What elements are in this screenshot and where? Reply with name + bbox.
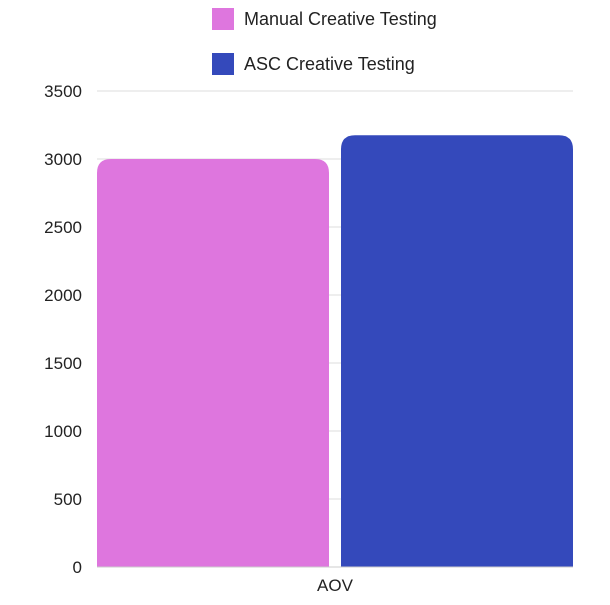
- bars: [97, 135, 573, 567]
- y-tick-label-500: 500: [54, 490, 82, 509]
- legend-swatch-1: [212, 8, 234, 30]
- legend-label-1: Manual Creative Testing: [244, 9, 437, 29]
- y-tick-label-3500: 3500: [44, 82, 82, 101]
- y-tick-label-1000: 1000: [44, 422, 82, 441]
- y-tick-label-2500: 2500: [44, 218, 82, 237]
- y-tick-label-3000: 3000: [44, 150, 82, 169]
- y-tick-label-1500: 1500: [44, 354, 82, 373]
- x-axis: AOV: [97, 566, 573, 595]
- x-tick-label-aov: AOV: [317, 576, 354, 595]
- legend-label-2: ASC Creative Testing: [244, 54, 415, 74]
- legend-swatch-2: [212, 53, 234, 75]
- legend: Manual Creative Testing ASC Creative Test…: [212, 8, 437, 75]
- bar-1-aov: [97, 159, 329, 567]
- y-tick-label-2000: 2000: [44, 286, 82, 305]
- y-tick-label-0: 0: [73, 558, 82, 577]
- bar-2-aov: [341, 135, 573, 567]
- y-axis: 0 500 1000 1500 2000 2500 3000 3500: [44, 82, 82, 577]
